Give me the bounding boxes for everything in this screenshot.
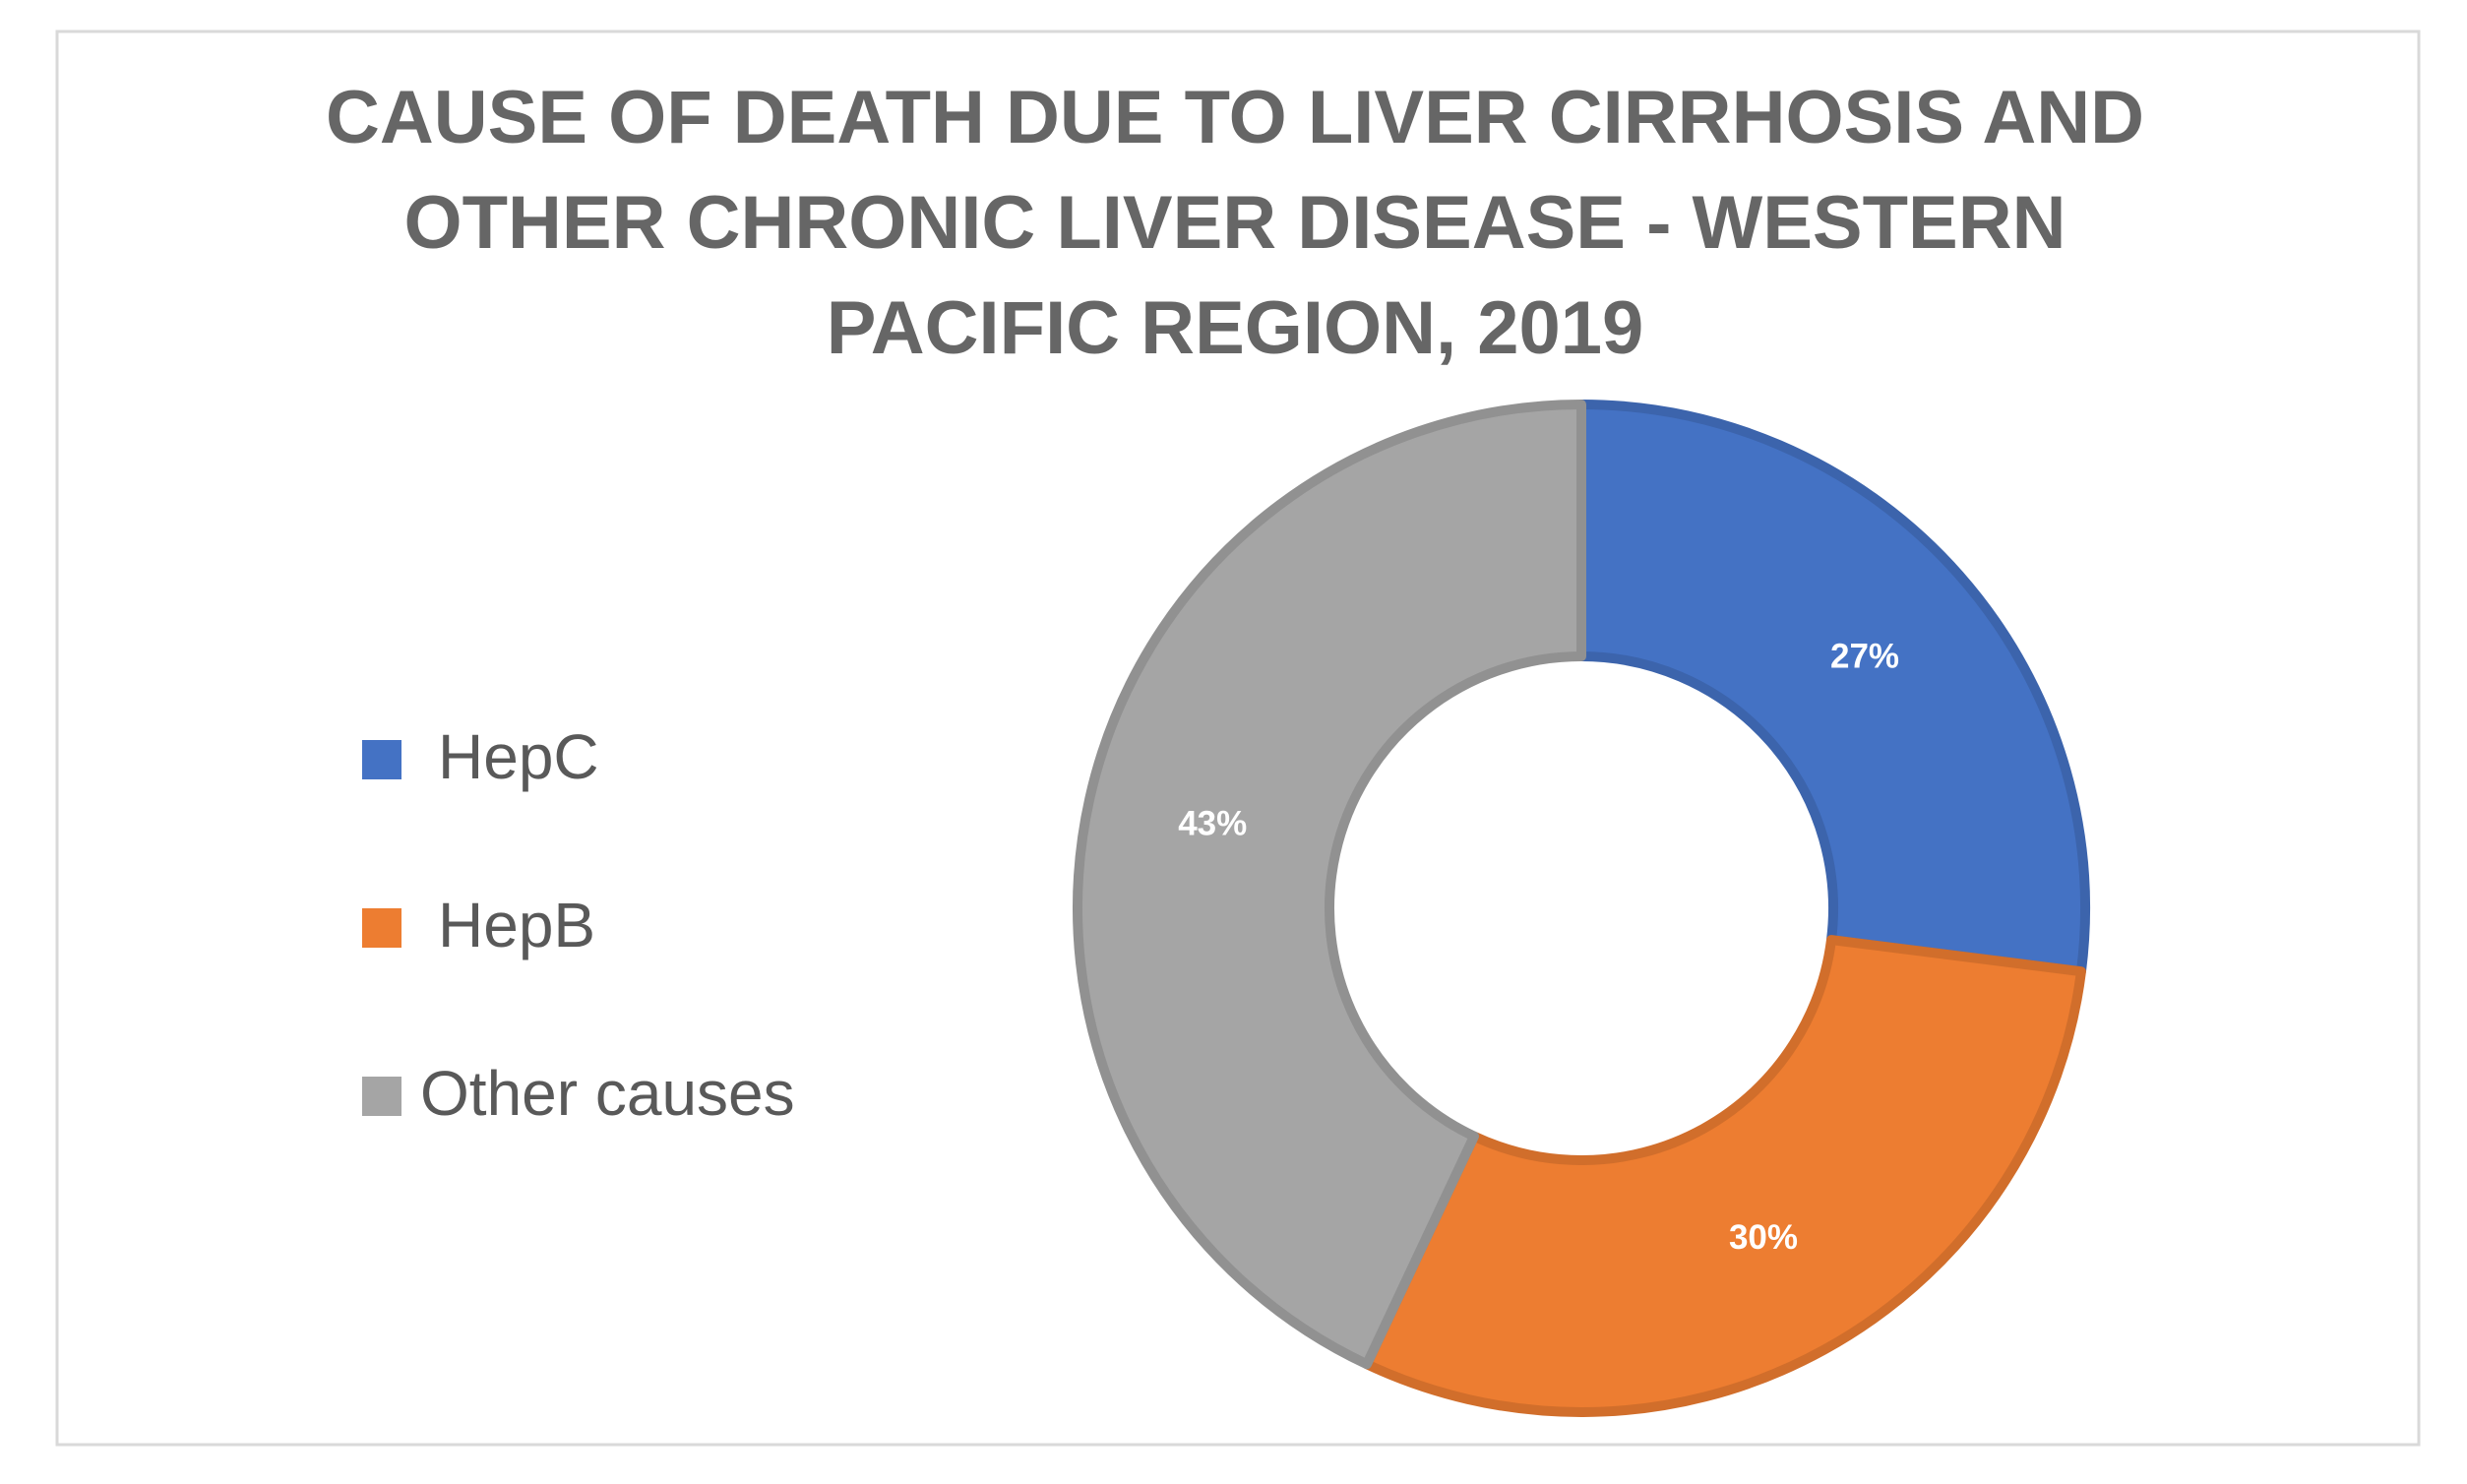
legend-swatch bbox=[362, 740, 401, 779]
legend-swatch bbox=[362, 908, 401, 948]
chart-title: PACIFIC REGION, 2019 bbox=[827, 286, 1644, 370]
legend-swatch bbox=[362, 1077, 401, 1116]
legend-label: Other causes bbox=[420, 1058, 795, 1129]
chart-title: CAUSE OF DEATH DUE TO LIVER CIRRHOSIS AN… bbox=[326, 76, 2144, 159]
chart-title: OTHER CHRONIC LIVER DISEASE - WESTERN bbox=[404, 181, 2066, 265]
legend-label: HepB bbox=[438, 890, 595, 960]
donut-segment bbox=[1073, 400, 1586, 1370]
legend-label: HepC bbox=[438, 721, 599, 792]
donut-segment bbox=[1576, 400, 2090, 977]
value-label: 27% bbox=[1830, 637, 1899, 675]
donut-segment bbox=[1362, 935, 2086, 1417]
value-label: 43% bbox=[1178, 804, 1247, 842]
value-label: 30% bbox=[1729, 1218, 1798, 1257]
